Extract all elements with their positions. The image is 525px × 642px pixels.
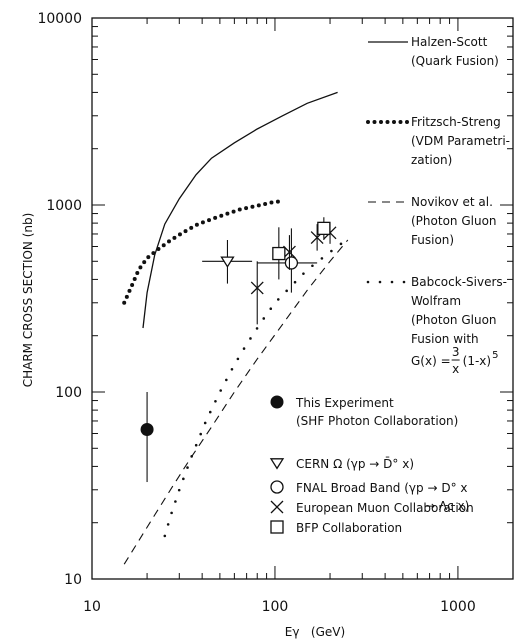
- legend-marker-open-square: [270, 520, 284, 534]
- legend-label: CERN Ω (γp → D̄° x): [296, 457, 414, 471]
- curve-dashed: [123, 239, 349, 565]
- curve-dotted: [122, 199, 285, 305]
- legend-label: (Quark Fusion): [411, 54, 499, 68]
- axis-ticks: 10 100 1000 10 100 1000 10000: [37, 11, 514, 615]
- legend-label: Fusion with: [411, 332, 479, 346]
- curve-solid: [142, 91, 338, 329]
- legend-label: Fritzsch-Streng: [411, 115, 501, 129]
- data-point-open-square: [272, 246, 286, 261]
- legend-formula-exponent: 5: [492, 350, 498, 361]
- legend-label: This Experiment: [295, 396, 394, 410]
- legend-label: (Photon Gluon: [411, 313, 497, 327]
- data-point-triangle-down: [220, 256, 235, 268]
- legend-marker-open-circle: [270, 480, 284, 494]
- legend: Halzen-Scott (Quark Fusion) Fritzsch-Stren…: [269, 35, 510, 535]
- legend-label: (Photon Gluon: [411, 214, 497, 228]
- curve-dashdot: [163, 237, 350, 538]
- x-tick-label: 10: [83, 599, 101, 615]
- data-point-open-square: [317, 221, 331, 236]
- legend-label: Wolfram: [411, 294, 461, 308]
- legend-label: FNAL Broad Band (γp → D° x: [296, 481, 467, 495]
- legend-marker-filled-circle: [270, 395, 284, 409]
- data-point-filled-circle: [140, 423, 154, 437]
- legend-formula: (1-x): [463, 354, 491, 368]
- legend-marker-cross: [270, 500, 284, 514]
- legend-formula-denominator: x: [452, 362, 459, 376]
- x-tick-label: 100: [262, 599, 289, 615]
- legend-label: BFP Collaboration: [296, 521, 402, 535]
- x-tick-label: 1000: [440, 599, 476, 615]
- legend-formula-numerator: 3: [452, 345, 460, 359]
- data-point-open-circle: [284, 256, 299, 270]
- legend-label: Halzen-Scott: [411, 35, 488, 49]
- y-tick-label: 100: [55, 385, 82, 401]
- legend-formula: G(x) =: [411, 354, 451, 368]
- legend-label: Babcock-Sivers-: [411, 275, 507, 289]
- theory-curves: [122, 91, 350, 565]
- y-tick-label: 10: [64, 572, 82, 588]
- y-tick-label: 1000: [46, 198, 82, 214]
- plot-frame: [91, 17, 514, 580]
- x-axis-label: Eγ (GeV): [285, 625, 345, 639]
- y-axis-label: CHARM CROSS SECTION (nb): [21, 213, 35, 388]
- data-point-cross: [250, 281, 264, 295]
- legend-label: (SHF Photon Collaboration): [296, 414, 458, 428]
- experiment-points: [140, 217, 337, 483]
- legend-marker-triangle-down: [269, 458, 285, 470]
- legend-label: zation): [411, 153, 452, 167]
- legend-label: → Λc x): [425, 499, 469, 513]
- legend-label: Novikov et al.: [411, 195, 493, 209]
- legend-label: (VDM Parametri-: [411, 134, 510, 148]
- legend-label: Fusion): [411, 233, 454, 247]
- legend-label: European Muon Collaboration: [296, 501, 474, 515]
- y-tick-label: 10000: [37, 11, 82, 27]
